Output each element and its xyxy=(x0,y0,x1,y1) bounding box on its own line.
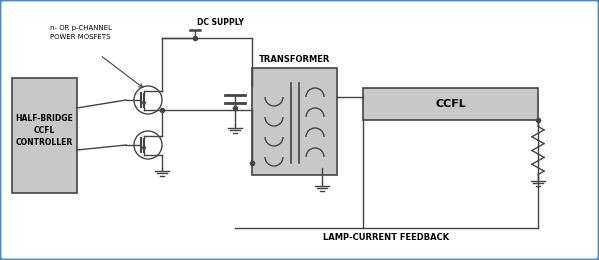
Bar xyxy=(252,68,337,175)
Text: TRANSFORMER: TRANSFORMER xyxy=(259,55,330,63)
Text: CCFL: CCFL xyxy=(34,126,55,134)
Bar xyxy=(12,78,77,193)
Text: CONTROLLER: CONTROLLER xyxy=(16,138,73,146)
Text: DC SUPPLY: DC SUPPLY xyxy=(197,17,244,27)
Text: HALF-BRIDGE: HALF-BRIDGE xyxy=(16,114,73,122)
Text: n- OR p-CHANNEL: n- OR p-CHANNEL xyxy=(50,25,112,31)
Bar xyxy=(363,88,538,120)
Text: LAMP-CURRENT FEEDBACK: LAMP-CURRENT FEEDBACK xyxy=(323,232,450,242)
Text: POWER MOSFETS: POWER MOSFETS xyxy=(50,34,110,40)
Text: CCFL: CCFL xyxy=(435,99,466,109)
